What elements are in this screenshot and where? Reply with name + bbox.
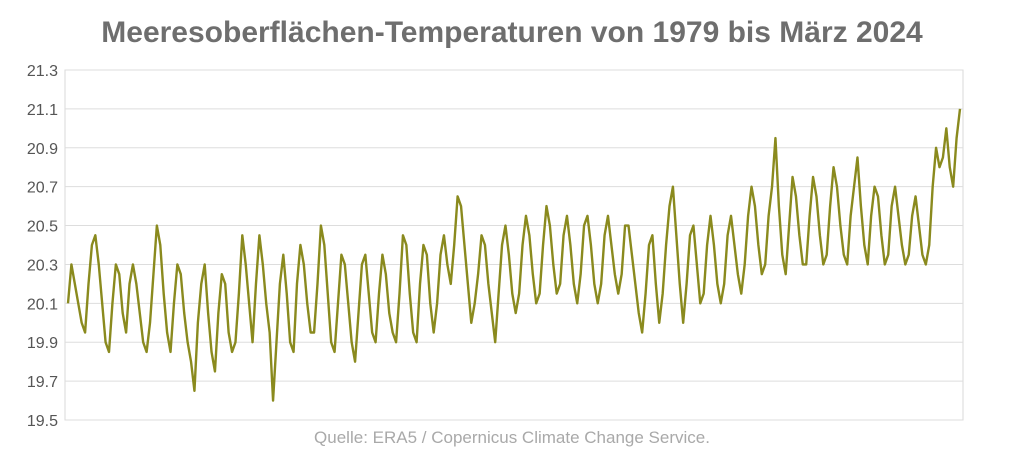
y-tick-label: 21.1 — [27, 102, 58, 119]
y-tick-label: 20.7 — [27, 180, 58, 197]
gridlines — [65, 69, 963, 421]
y-tick-label: 19.5 — [27, 413, 58, 430]
source-note: Quelle: ERA5 / Copernicus Climate Change… — [314, 428, 710, 447]
y-tick-label: 20.5 — [27, 219, 58, 236]
y-tick-label: 20.1 — [27, 296, 58, 313]
y-tick-label: 19.7 — [27, 374, 58, 391]
chart-title: Meeresoberflächen-Temperaturen von 1979 … — [101, 16, 923, 49]
y-tick-label: 20.3 — [27, 257, 58, 274]
y-tick-label: 20.9 — [27, 141, 58, 158]
y-tick-label: 21.3 — [27, 63, 58, 80]
y-axis-ticks: 19.5 19.7 19.9 20.1 20.3 20.5 20.7 20.9 21.1 21.3 — [27, 63, 58, 430]
y-tick-label: 19.9 — [27, 335, 58, 352]
series-line — [66, 108, 962, 402]
